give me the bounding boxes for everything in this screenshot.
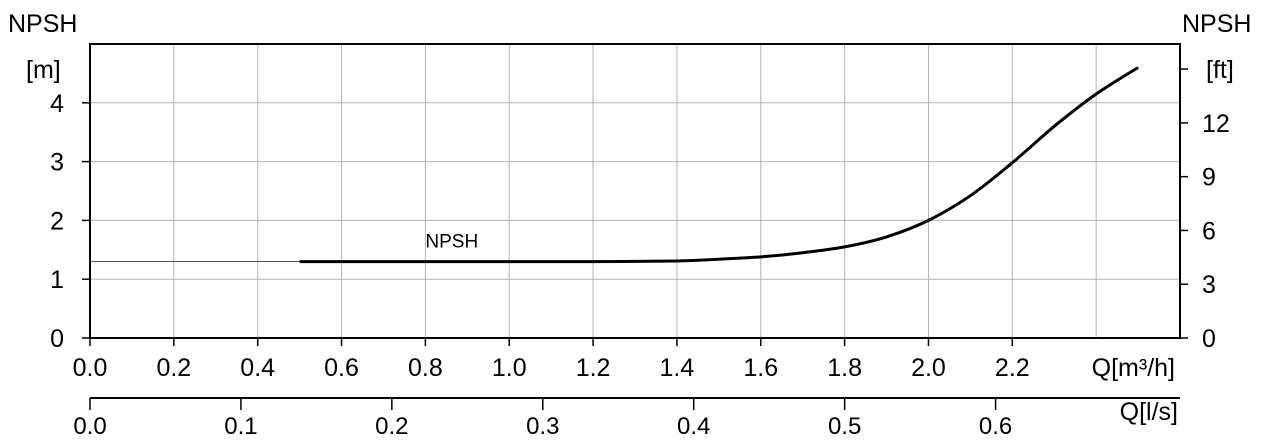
y-right-unit: [ft] bbox=[1206, 56, 1234, 84]
y-left-tick-label: 2 bbox=[50, 207, 64, 235]
y-right-tick-label: 3 bbox=[1202, 271, 1216, 299]
x-secondary-tick-label: 0.2 bbox=[375, 413, 408, 440]
y-left-tick-label: 0 bbox=[50, 325, 64, 353]
x-primary-tick-label: 0.6 bbox=[324, 354, 359, 382]
x-secondary-tick-label: 0.6 bbox=[979, 413, 1012, 440]
x-primary-tick-label: 0.2 bbox=[156, 354, 191, 382]
y-right-tick-label: 6 bbox=[1202, 217, 1216, 245]
y-right-tick-label: 9 bbox=[1202, 164, 1216, 192]
grid-lines bbox=[90, 44, 1180, 338]
y-right-tick-label: 12 bbox=[1202, 110, 1230, 138]
y-axis-right: 0 3 6 9 12 bbox=[1180, 68, 1230, 353]
y-left-tick-label: 3 bbox=[50, 149, 64, 177]
plot-frame bbox=[89, 43, 1181, 339]
x-axis-primary: 0.0 0.2 0.4 0.6 0.8 1.0 1.2 1.4 1.6 1.8 2.0 2.2 bbox=[73, 338, 1030, 382]
y-left-tick-label: 1 bbox=[50, 266, 64, 294]
y-right-tick-label: 0 bbox=[1202, 325, 1216, 353]
x-primary-tick-label: 2.2 bbox=[995, 354, 1030, 382]
x-secondary-tick-label: 0.0 bbox=[73, 413, 106, 440]
x-axis-secondary: 0.0 0.1 0.2 0.3 0.4 0.5 0.6 bbox=[73, 397, 1180, 440]
y-axis-left: 0 1 2 3 4 bbox=[50, 90, 90, 353]
x-primary-tick-label: 1.6 bbox=[743, 354, 778, 382]
x-secondary-tick-label: 0.3 bbox=[526, 413, 559, 440]
x-primary-tick-label: 0.0 bbox=[73, 354, 108, 382]
x-primary-tick-label: 1.8 bbox=[827, 354, 862, 382]
x-primary-tick-label: 1.0 bbox=[492, 354, 527, 382]
x-secondary-label: Q[l/s] bbox=[1120, 398, 1178, 426]
x-primary-tick-label: 1.4 bbox=[660, 354, 695, 382]
x-primary-tick-label: 1.2 bbox=[576, 354, 611, 382]
series-label-npsh: NPSH bbox=[425, 232, 478, 253]
series-layer: NPSH bbox=[299, 66, 1139, 264]
y-left-tick-label: 4 bbox=[50, 90, 64, 118]
x-primary-tick-label: 0.8 bbox=[408, 354, 443, 382]
x-primary-label: Q[m³/h] bbox=[1092, 354, 1175, 382]
x-secondary-tick-label: 0.4 bbox=[677, 413, 710, 440]
y-right-title: NPSH bbox=[1182, 10, 1251, 38]
x-primary-tick-label: 2.0 bbox=[911, 354, 946, 382]
x-secondary-tick-label: 0.5 bbox=[828, 413, 861, 440]
series-line-npsh bbox=[299, 66, 1139, 264]
y-left-unit: [m] bbox=[26, 56, 61, 84]
x-secondary-tick-label: 0.1 bbox=[224, 413, 257, 440]
y-left-title: NPSH bbox=[8, 10, 77, 38]
x-primary-tick-label: 0.4 bbox=[240, 354, 275, 382]
